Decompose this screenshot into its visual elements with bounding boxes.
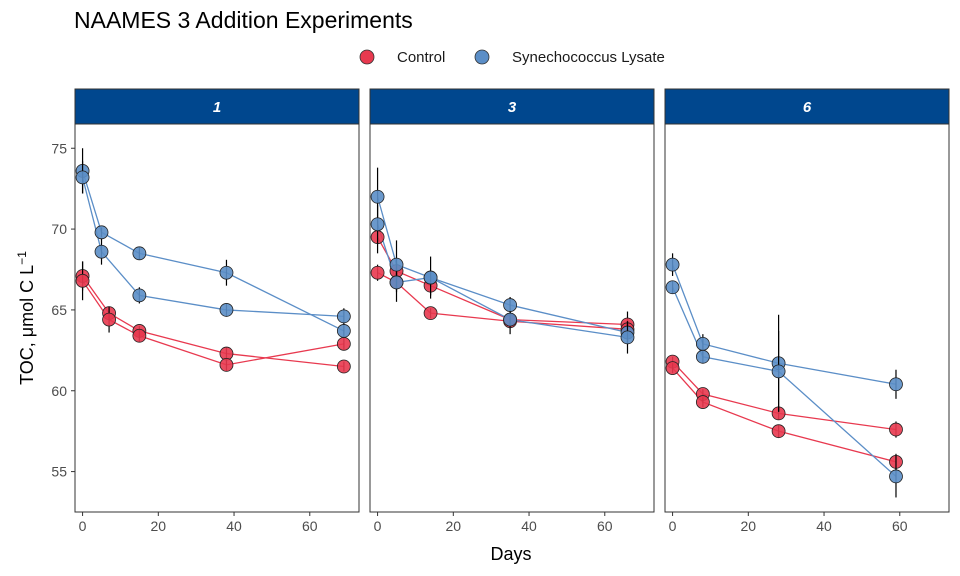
- data-point: [503, 298, 518, 312]
- data-point: [620, 330, 635, 345]
- data-point: [132, 246, 147, 261]
- data-point: [370, 265, 385, 280]
- data-point: [336, 359, 351, 374]
- data-point: [389, 275, 404, 290]
- legend-key-control: [359, 49, 375, 65]
- plot-area: [74, 123, 360, 513]
- series-line: [671, 287, 897, 477]
- data-point: [665, 257, 680, 272]
- data-point: [94, 244, 109, 259]
- x-tick-label: 40: [226, 518, 242, 534]
- x-tick-label: 0: [374, 518, 382, 534]
- data-point: [336, 324, 351, 338]
- legend-label-synechococcus-lysate: Synechococcus Lysate: [512, 49, 665, 66]
- series-line: [671, 264, 897, 385]
- x-tick-label: 60: [302, 518, 318, 534]
- facet-strip: [369, 88, 655, 125]
- series-line: [672, 361, 897, 431]
- legend-key-synechococcus-lysate: [474, 49, 490, 65]
- data-point: [503, 312, 518, 327]
- y-axis-title: TOC, μmol C L−1: [15, 251, 37, 385]
- y-axis-title-main: TOC, μmol C L: [17, 265, 37, 385]
- data-point: [336, 309, 351, 324]
- x-tick-label: 40: [816, 518, 832, 534]
- data-point: [889, 422, 903, 437]
- y-tick-label: 60: [51, 383, 67, 399]
- data-point: [132, 328, 147, 343]
- legend: Control Synechococcus Lysate: [359, 49, 665, 66]
- series-line: [672, 367, 897, 463]
- x-tick-label: 0: [669, 518, 677, 534]
- data-point: [75, 273, 90, 288]
- facet-strip: [74, 88, 360, 125]
- x-tick-label: 60: [597, 518, 613, 534]
- data-point: [423, 270, 438, 285]
- data-point: [389, 257, 404, 272]
- y-axis-title-exponent: −1: [15, 251, 29, 265]
- data-point: [771, 424, 786, 439]
- x-tick-label: 40: [521, 518, 537, 534]
- facet-strip-label: 6: [803, 99, 812, 116]
- data-point: [695, 349, 710, 364]
- x-tick-label: 20: [446, 518, 462, 534]
- facet-strip-label: 1: [213, 99, 221, 116]
- x-tick-label: 0: [79, 518, 87, 534]
- data-point: [336, 336, 351, 351]
- y-tick-label: 65: [51, 302, 67, 318]
- data-point: [102, 312, 116, 327]
- data-point: [771, 364, 786, 379]
- facet-panel-3: 3 0 20 40 60: [369, 88, 655, 534]
- data-point: [94, 225, 109, 240]
- data-point: [75, 170, 90, 185]
- data-point: [370, 217, 385, 232]
- data-point: [695, 336, 710, 351]
- chart-title: NAAMES 3 Addition Experiments: [74, 7, 413, 33]
- data-point: [219, 303, 234, 317]
- data-point: [889, 377, 903, 392]
- facet-strip: [664, 88, 950, 125]
- plot-area: [664, 123, 950, 513]
- legend-label-control: Control: [397, 49, 445, 66]
- facet-panel-1: 1 0 20 40 60 55 60 65 70 75: [51, 88, 360, 534]
- data-point: [695, 395, 710, 409]
- x-tick-label: 20: [741, 518, 757, 534]
- data-point: [665, 361, 680, 376]
- x-tick-label: 60: [892, 518, 908, 534]
- facet-strip-label: 3: [508, 99, 517, 116]
- y-tick-label: 75: [51, 140, 67, 156]
- data-point: [423, 306, 438, 321]
- data-point: [665, 280, 680, 295]
- data-point: [370, 189, 385, 204]
- y-tick-label: 55: [51, 464, 67, 480]
- data-point: [132, 288, 147, 303]
- data-point: [219, 265, 234, 280]
- facet-panel-6: 60 20 40 60: [664, 88, 950, 534]
- x-tick-label: 20: [151, 518, 167, 534]
- x-axis-title: Days: [490, 544, 531, 564]
- y-tick-label: 70: [51, 221, 67, 237]
- data-point: [889, 469, 903, 484]
- data-point: [219, 357, 234, 372]
